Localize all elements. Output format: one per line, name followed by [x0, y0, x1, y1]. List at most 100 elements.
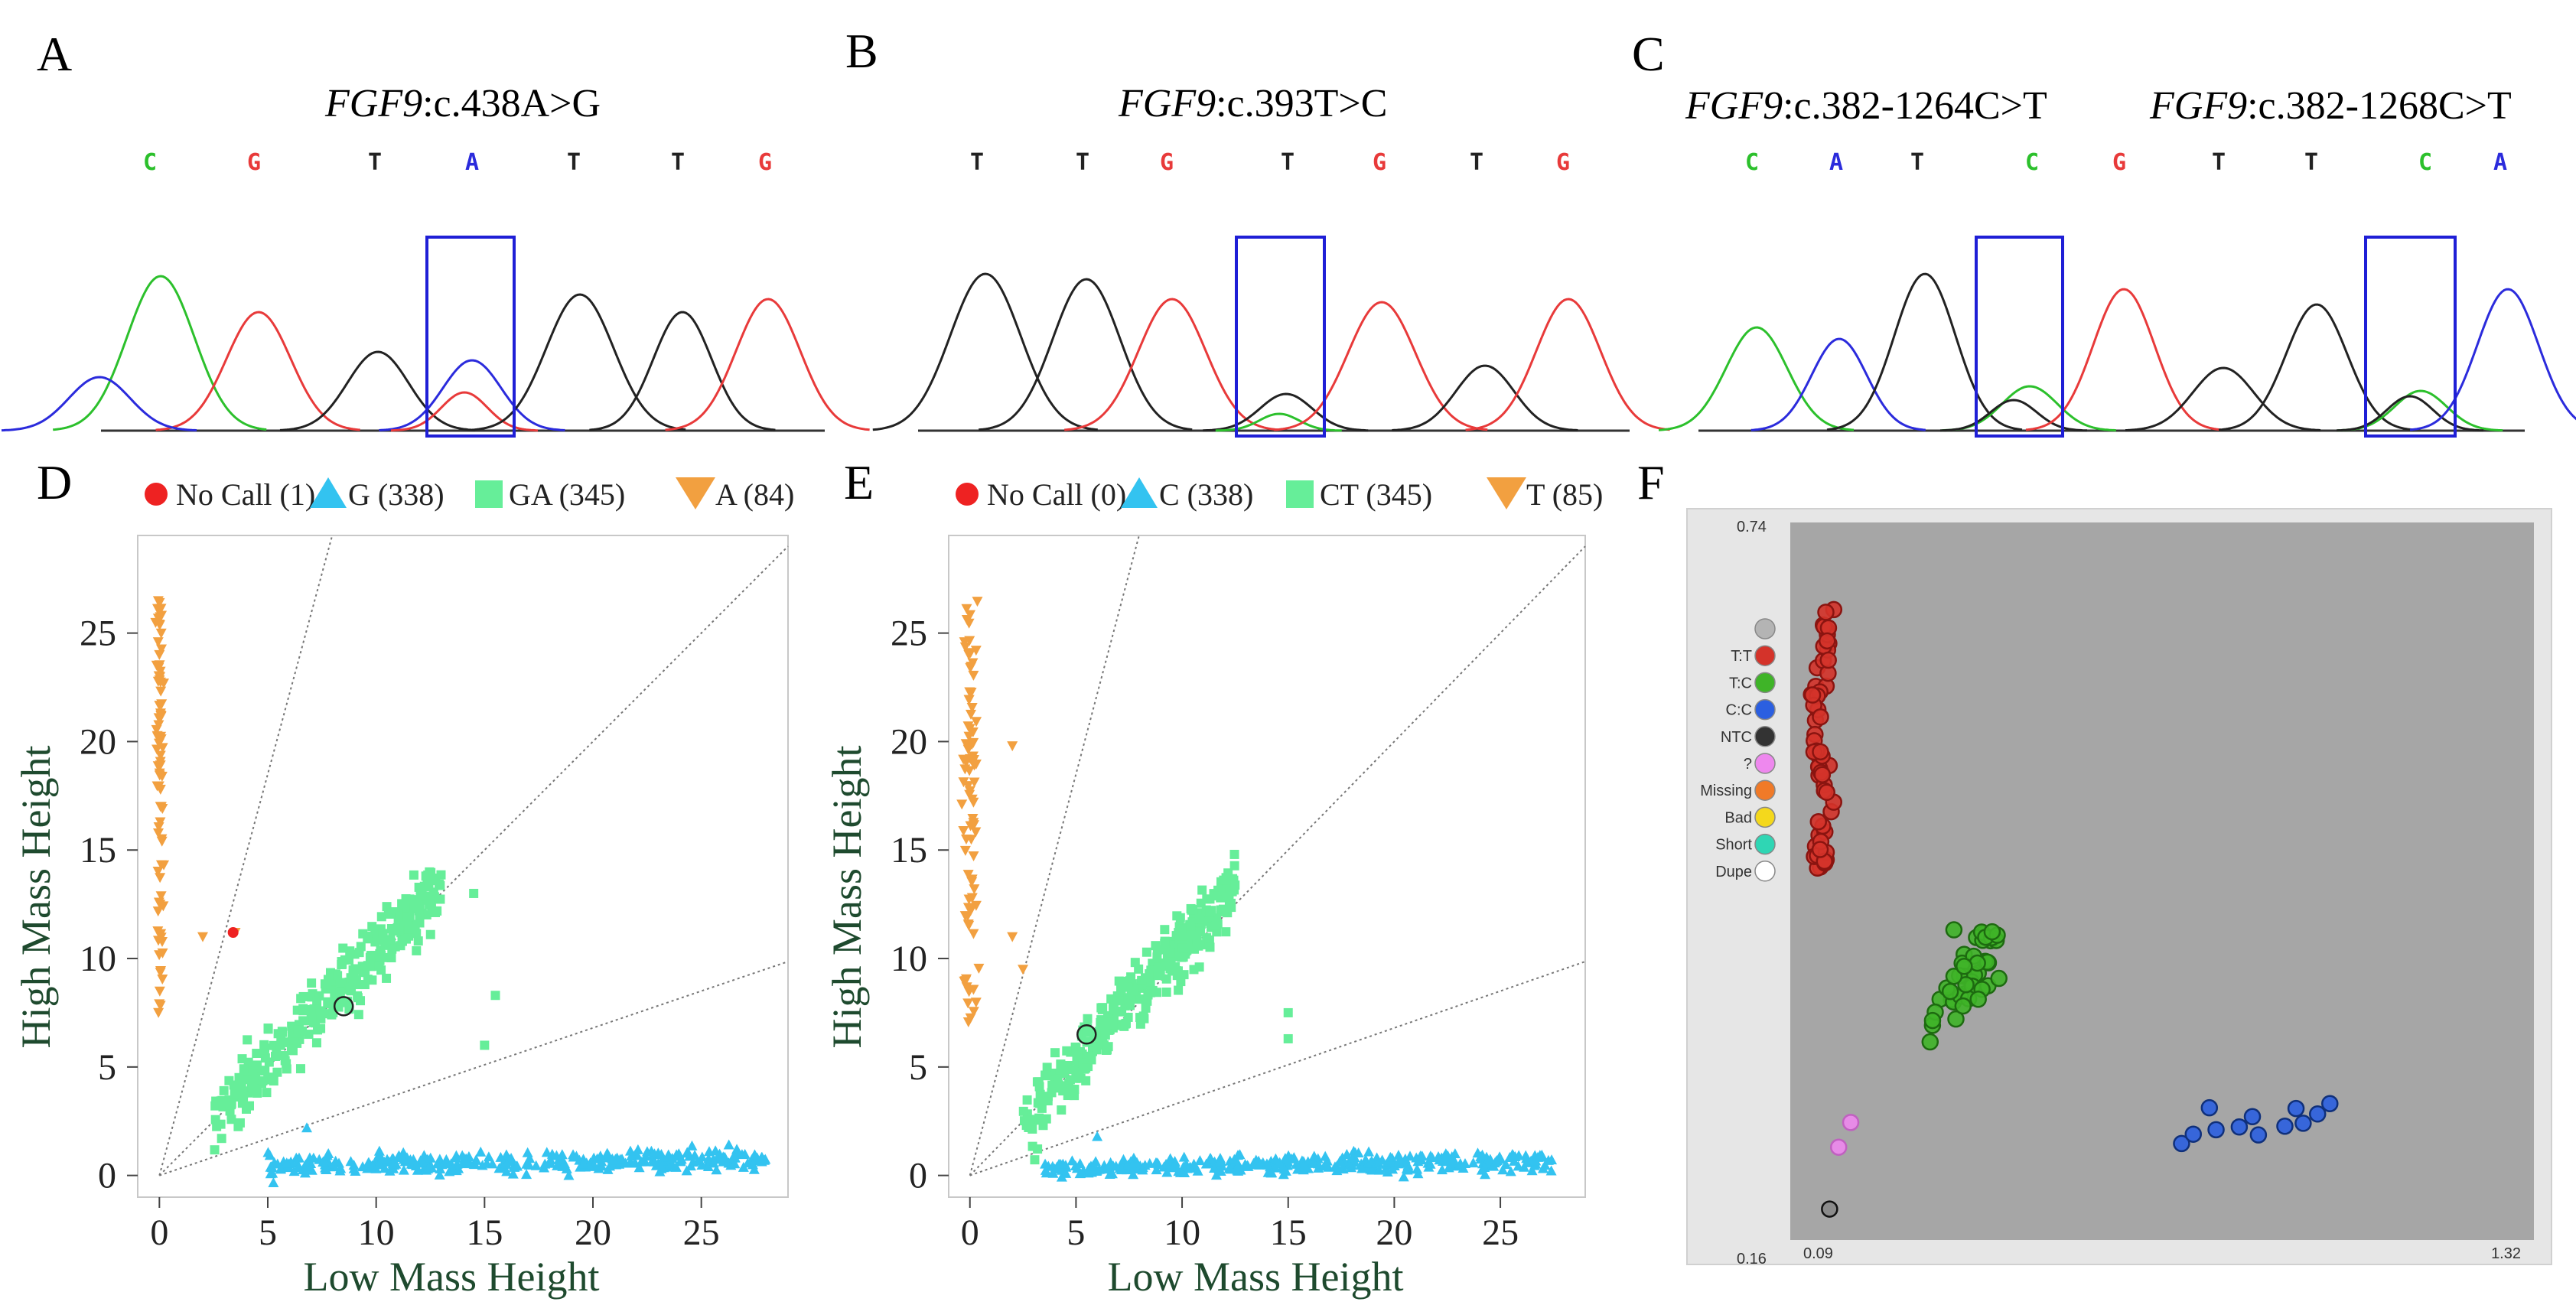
genotype-point: [1818, 632, 1836, 650]
hom-low-point: [393, 1150, 405, 1160]
hom-low-point: [281, 1157, 292, 1168]
hom-high-point: [155, 891, 167, 902]
hom-low-point: [1520, 1150, 1532, 1160]
hom-high-point: [970, 759, 982, 770]
het-point: [425, 929, 435, 939]
legend-label: C (338): [1159, 477, 1253, 512]
genotype-point: [1813, 766, 1832, 783]
het-point: [469, 888, 479, 898]
hom-low-point: [607, 1153, 618, 1163]
x-tick-label: 10: [358, 1212, 395, 1253]
hom-low-point: [1402, 1164, 1413, 1175]
hom-low-point: [1308, 1157, 1319, 1168]
nocall-point: [227, 927, 239, 938]
het-point: [409, 903, 419, 913]
legend-marker-triangle-down: [1487, 477, 1526, 509]
het-point: [286, 1044, 296, 1054]
het-point: [224, 1076, 234, 1085]
hom-low-point: [501, 1166, 513, 1176]
base-call-letter: C: [143, 149, 157, 176]
trace-peak-G: [1064, 298, 1278, 431]
hom-high-point: [965, 739, 976, 750]
het-point: [374, 961, 384, 971]
het-point: [298, 1016, 308, 1026]
het-point: [217, 1134, 226, 1144]
het-point: [1172, 911, 1182, 921]
variant-highlight-box: [425, 236, 516, 438]
hom-high-point: [156, 699, 168, 710]
hom-high-point: [155, 644, 167, 655]
hom-low-point: [1233, 1165, 1244, 1176]
selected-point-circle: [1076, 1024, 1097, 1045]
hom-low-point: [1040, 1164, 1051, 1175]
hom-low-point: [1229, 1154, 1240, 1164]
het-point: [312, 997, 322, 1007]
hom-high-point: [966, 835, 977, 845]
het-point: [295, 1064, 305, 1074]
het-point: [298, 991, 308, 1001]
genotype-point: [2249, 1126, 2268, 1144]
het-point: [1219, 875, 1229, 885]
hom-low-point: [387, 1158, 399, 1169]
het-point: [367, 975, 377, 985]
hom-low-point: [1392, 1150, 1404, 1160]
hom-high-point: [959, 845, 971, 856]
het-point: [1082, 1037, 1092, 1047]
hom-low-point: [464, 1157, 475, 1167]
hom-low-point: [1373, 1164, 1385, 1175]
legend-label: A (84): [715, 477, 794, 512]
hom-high-point: [966, 703, 978, 714]
genotype-point: [1923, 1011, 1942, 1030]
het-point: [1197, 885, 1207, 895]
hom-low-point: [382, 1154, 393, 1164]
het-point: [1178, 952, 1188, 962]
hom-high-point: [958, 777, 969, 788]
het-point: [277, 1027, 287, 1037]
genotype-point: [1954, 997, 1972, 1015]
het-point: [1067, 1086, 1076, 1096]
het-point: [1103, 1042, 1113, 1052]
hom-low-point: [711, 1164, 722, 1175]
het-point: [1141, 947, 1151, 957]
hom-high-point: [197, 932, 208, 942]
hom-high-point: [152, 867, 164, 877]
hom-high-point: [965, 610, 976, 620]
het-point: [354, 948, 364, 958]
het-point: [1186, 923, 1196, 932]
x-tick-label: 5: [259, 1212, 277, 1253]
legend-swatch: [1754, 672, 1776, 694]
genotype-point: [2287, 1099, 2305, 1118]
title-a: FGF9:c.438A>G: [324, 82, 601, 125]
hom-high-point: [971, 717, 982, 727]
axis-extent-label: 0.74: [1737, 519, 1767, 535]
het-point: [1153, 971, 1163, 981]
hom-low-point: [379, 1163, 390, 1173]
het-point: [233, 1121, 243, 1131]
het-point: [260, 1066, 270, 1076]
hom-high-point: [968, 984, 979, 995]
trace-peak-A: [2409, 288, 2576, 431]
het-point: [262, 1088, 272, 1098]
het-point: [272, 1050, 282, 1059]
het-point: [1097, 1004, 1107, 1014]
x-axis-label: Low Mass Height: [1108, 1254, 1404, 1300]
genotype-point: [1945, 968, 1963, 985]
hom-low-point: [1209, 1163, 1220, 1173]
hom-low-point: [1491, 1154, 1503, 1165]
hom-low-point: [1425, 1158, 1436, 1169]
y-tick-label: 25: [80, 613, 116, 654]
hom-low-point: [1484, 1154, 1496, 1164]
het-point: [1229, 849, 1239, 859]
hom-low-point: [1086, 1167, 1097, 1177]
hom-low-point: [447, 1163, 458, 1174]
hom-high-point: [152, 906, 164, 917]
hom-high-point: [959, 911, 971, 922]
het-point: [1022, 1095, 1032, 1105]
het-point: [248, 1082, 258, 1092]
x-tick-label: 25: [683, 1212, 720, 1253]
hom-low-point: [1530, 1155, 1542, 1166]
hom-low-point: [423, 1162, 435, 1173]
het-point: [1032, 1077, 1042, 1087]
hom-low-point: [1092, 1131, 1103, 1141]
trace-peak-A: [379, 359, 565, 431]
